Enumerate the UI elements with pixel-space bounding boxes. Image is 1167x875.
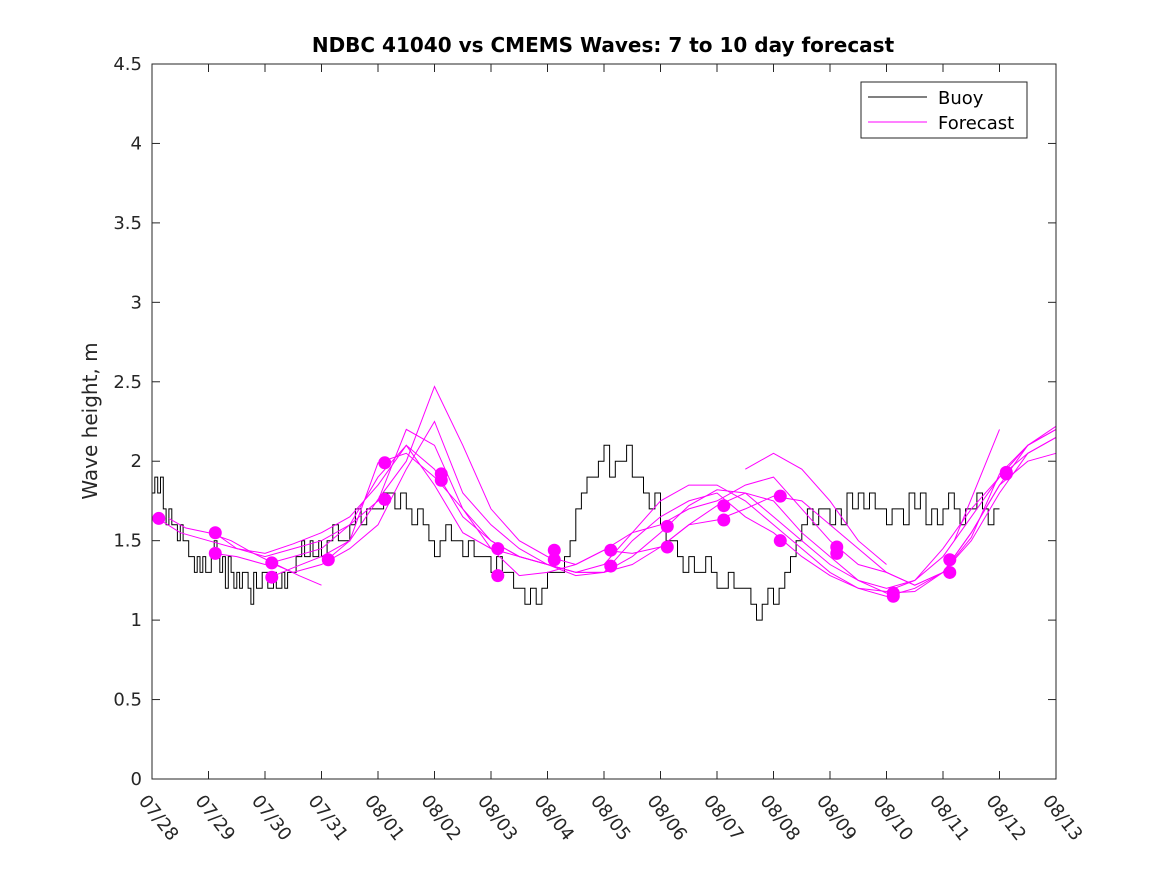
forecast-marker <box>491 542 505 556</box>
forecast-marker <box>999 467 1013 481</box>
forecast-marker <box>434 473 448 487</box>
buoy-series-line <box>152 444 1000 621</box>
y-tick-label: 1.5 <box>113 531 142 552</box>
forecast-series-line <box>168 517 322 586</box>
y-tick-label: 3 <box>131 292 142 313</box>
y-axis-title: Wave height, m <box>78 342 102 499</box>
forecast-series-line <box>157 428 1057 597</box>
forecast-marker <box>491 569 505 583</box>
forecast-marker <box>943 553 957 567</box>
forecast-marker <box>660 519 674 533</box>
y-tick-label: 4 <box>131 133 142 154</box>
forecast-marker <box>943 565 957 579</box>
forecast-series-line <box>745 452 887 565</box>
forecast-marker <box>773 489 787 503</box>
y-tick-label: 0.5 <box>113 690 142 711</box>
forecast-marker <box>547 543 561 557</box>
forecast-marker <box>604 559 618 573</box>
y-tick-label: 3.5 <box>113 213 142 234</box>
forecast-marker <box>265 570 279 584</box>
y-tick-label: 1 <box>131 610 142 631</box>
forecast-marker <box>660 540 674 554</box>
forecast-marker <box>378 456 392 470</box>
forecast-series-line <box>953 429 1000 541</box>
y-tick-label: 0 <box>131 769 142 790</box>
forecast-layer <box>157 385 1057 597</box>
forecast-marker <box>378 492 392 506</box>
forecast-marker <box>604 543 618 557</box>
y-axis: 0 0.5 1 1.5 2 2.5 3 3.5 4 4.5 <box>113 54 1056 790</box>
forecast-marker <box>265 556 279 570</box>
marker-layer <box>152 456 1013 603</box>
forecast-marker <box>886 589 900 603</box>
forecast-marker <box>208 526 222 540</box>
forecast-marker <box>321 553 335 567</box>
buoy-layer <box>152 444 1000 621</box>
y-tick-label: 2 <box>131 451 142 472</box>
forecast-series-line <box>326 425 1057 586</box>
forecast-series-line <box>214 428 1057 593</box>
y-tick-label: 2.5 <box>113 372 142 393</box>
forecast-marker <box>830 546 844 560</box>
legend: Buoy Forecast <box>860 81 1028 139</box>
legend-forecast-label: Forecast <box>938 113 1014 134</box>
legend-buoy-label: Buoy <box>938 88 984 109</box>
forecast-marker <box>547 553 561 567</box>
forecast-marker <box>717 499 731 513</box>
forecast-marker <box>717 513 731 527</box>
legend-box <box>860 81 1028 139</box>
y-tick-label: 4.5 <box>113 54 142 75</box>
forecast-marker <box>152 511 166 525</box>
forecast-marker <box>208 546 222 560</box>
chart-title: NDBC 41040 vs CMEMS Waves: 7 to 10 day f… <box>312 33 895 57</box>
forecast-marker <box>773 534 787 548</box>
plot-area <box>152 385 1057 621</box>
